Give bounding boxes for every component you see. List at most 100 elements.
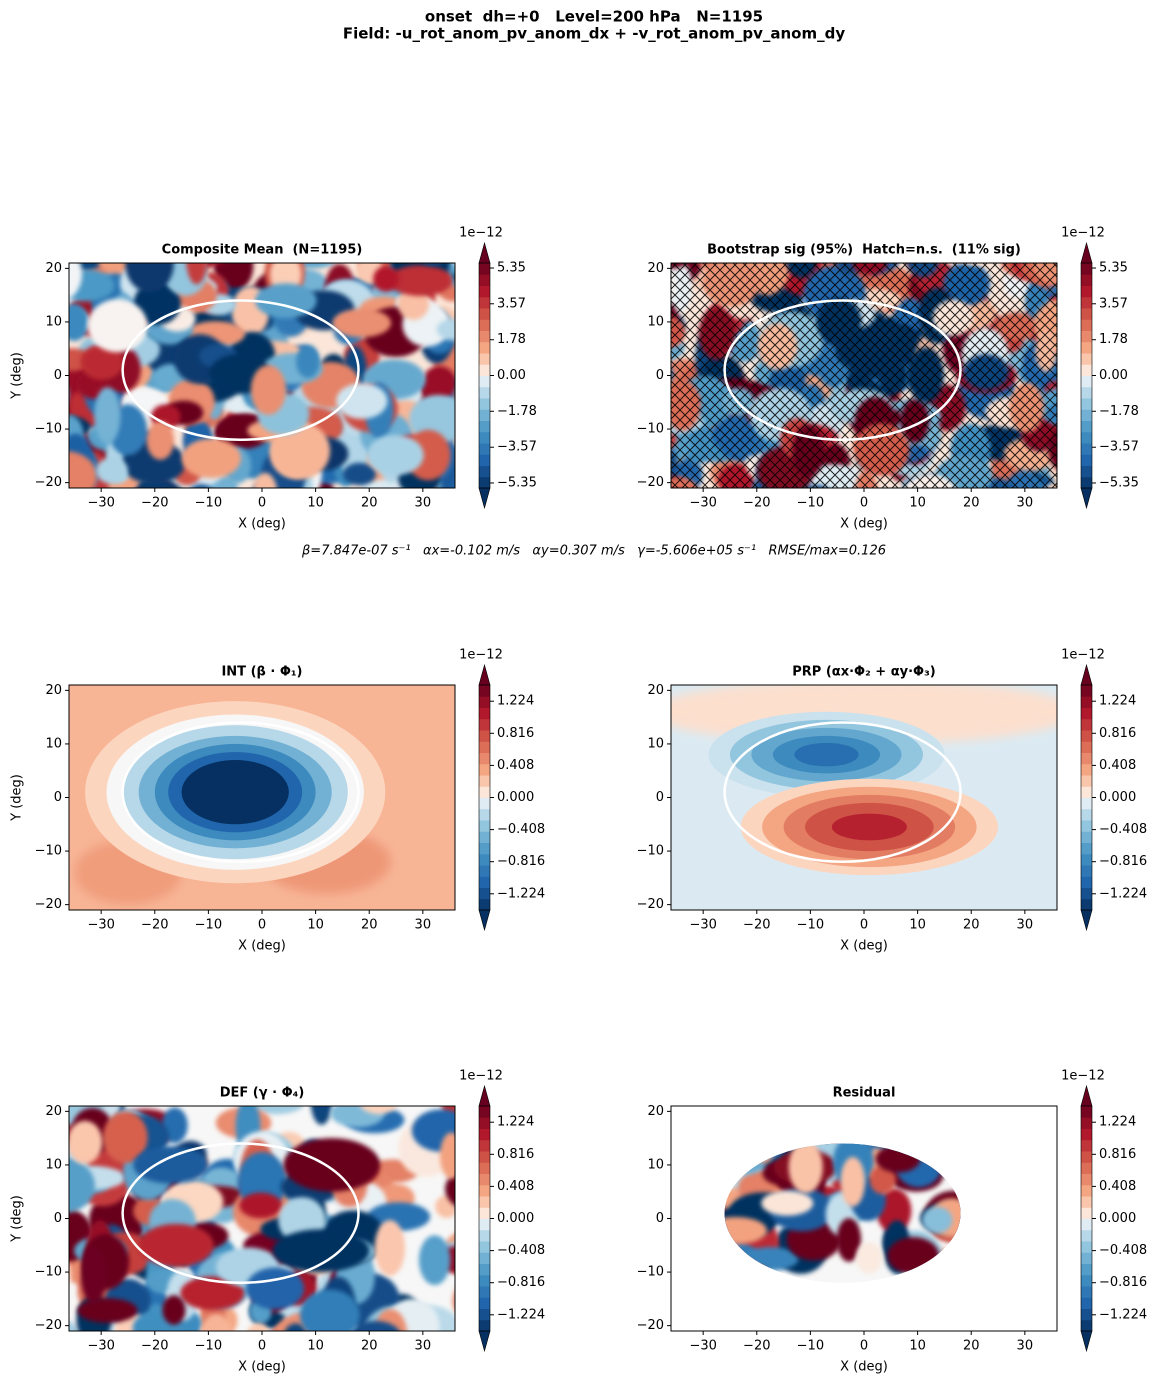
field-blob (247, 1323, 270, 1331)
panel-title: Residual (833, 1086, 896, 1101)
colorbar-band (1081, 1274, 1092, 1287)
field-blob (336, 383, 388, 419)
colorbar-band (479, 398, 490, 410)
colorbar-band (479, 1263, 490, 1276)
field-blob (445, 1172, 455, 1206)
field-blob (69, 1120, 103, 1164)
y-tick-label: −20 (637, 897, 664, 912)
y-tick-label: 10 (45, 1157, 62, 1172)
colorbar-band (1081, 842, 1092, 855)
colorbar-tick-label: −5.35 (1099, 475, 1139, 490)
field-blob (80, 343, 124, 380)
y-tick-label: 0 (54, 1211, 62, 1226)
colorbar-band (1081, 308, 1092, 320)
colorbar-band (479, 1218, 490, 1231)
colorbar-band (1081, 285, 1092, 298)
x-tick-label: −30 (87, 1339, 114, 1354)
y-tick-label: −10 (637, 1265, 664, 1280)
colorbar-band (1081, 330, 1092, 343)
x-tick-label: −20 (141, 496, 168, 511)
field-blob (836, 1218, 862, 1262)
colorbar-tick-label: 0.408 (1099, 1179, 1136, 1194)
colorbar-band (479, 898, 490, 911)
colorbar-band (479, 763, 490, 776)
colorbar-tick-label: 5.35 (1099, 261, 1128, 276)
colorbar-band (479, 808, 490, 821)
sample-contour (723, 721, 962, 864)
field-blob (418, 1235, 451, 1286)
colorbar-band (479, 375, 490, 388)
colorbar-tick-label: 0.000 (497, 1211, 534, 1226)
colorbar-band (479, 1207, 490, 1219)
x-axis-label: X (deg) (840, 1360, 888, 1375)
colorbar-band (1081, 443, 1092, 455)
colorbar-band (479, 431, 490, 444)
colorbar-band (1081, 1319, 1092, 1332)
field-blob (296, 345, 320, 379)
panel: Bootstrap sig (95%) Hatch=n.s. (11% sig)… (637, 226, 1139, 532)
field-blob (761, 1190, 814, 1216)
panel: PRP (αx·Φ₂ + αy·Φ₃) X (deg) −30 −20 −10 0 10 20… (637, 648, 1148, 954)
x-tick-label: 10 (909, 496, 926, 511)
colorbar-band (1081, 718, 1092, 731)
field-blob (788, 1143, 823, 1194)
colorbar-band (1081, 775, 1092, 787)
colorbar-band (1081, 1286, 1092, 1298)
panel-title: Bootstrap sig (95%) Hatch=n.s. (11% sig) (707, 243, 1021, 258)
colorbar-tick-label: 0.816 (497, 1147, 534, 1162)
colorbar-band (479, 1117, 490, 1129)
colorbar-band (1081, 1308, 1092, 1321)
x-tick-label: −20 (141, 918, 168, 933)
x-tick-label: 30 (415, 1339, 432, 1354)
x-axis-label: X (deg) (238, 517, 286, 532)
colorbar-band (479, 1162, 490, 1174)
field-blob (451, 263, 455, 267)
field-blob (253, 472, 277, 488)
colorbar-band (479, 820, 490, 832)
x-tick-label: 30 (1017, 918, 1034, 933)
colorbar-extend (478, 241, 491, 264)
colorbar-band (1081, 1173, 1092, 1186)
colorbar-band (479, 1196, 490, 1208)
field-blob (869, 1165, 896, 1195)
colorbar-tick-label: 0.816 (1099, 1147, 1136, 1162)
colorbar-tick-label: 0.000 (497, 790, 534, 805)
field-blob (350, 1320, 400, 1331)
colorbar-band (1081, 1207, 1092, 1219)
colorbar-band (1081, 1218, 1092, 1231)
colorbar-tick-label: 1.224 (1099, 694, 1136, 709)
field-blob (373, 266, 399, 292)
y-tick-label: 20 (45, 683, 62, 698)
colorbar-band (479, 696, 490, 708)
field-blob (671, 448, 676, 463)
x-tick-label: 0 (258, 918, 266, 933)
colorbar-band (479, 1252, 490, 1264)
x-tick-label: 30 (415, 918, 432, 933)
colorbar-band (479, 1151, 490, 1163)
colorbar-band (479, 465, 490, 478)
colorbar-band (479, 454, 490, 466)
colorbar-band (1081, 319, 1092, 331)
field-blob (181, 760, 289, 825)
field-blob (332, 308, 392, 338)
figure-title: Field: -u_rot_anom_pv_anom_dx + -v_rot_a… (343, 25, 845, 43)
colorbar-extend (1080, 1330, 1093, 1353)
colorbar-band (479, 364, 490, 376)
colorbar-tick-label: 1.224 (1099, 1115, 1136, 1130)
colorbar-extend (1080, 909, 1093, 932)
x-tick-label: 10 (307, 918, 324, 933)
colorbar-band (479, 1128, 490, 1141)
field-blob (671, 353, 672, 358)
x-tick-label: 20 (963, 918, 980, 933)
field-blob (794, 742, 859, 767)
colorbar-band (1081, 876, 1092, 888)
field-blob (423, 263, 442, 266)
field-blob (366, 434, 424, 476)
colorbar-band (479, 263, 490, 275)
field-blob (299, 1289, 360, 1331)
colorbar-band (1081, 263, 1092, 275)
y-tick-label: −10 (35, 422, 62, 437)
y-tick-label: 20 (647, 261, 664, 276)
field (671, 685, 1057, 910)
